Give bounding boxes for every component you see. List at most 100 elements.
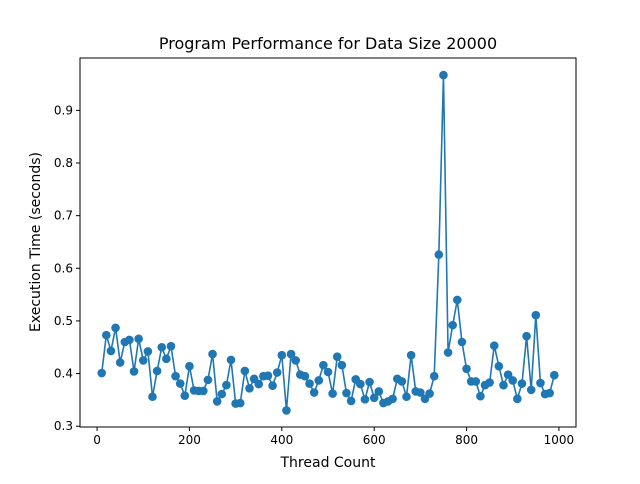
data-point <box>434 250 444 259</box>
data-point <box>203 375 213 385</box>
data-point <box>323 367 333 377</box>
data-point <box>526 385 536 395</box>
data-point <box>106 346 116 356</box>
data-point <box>115 358 125 367</box>
data-point <box>277 350 287 360</box>
data-point <box>508 376 518 385</box>
data-point <box>97 368 107 378</box>
data-point <box>263 371 273 380</box>
data-point <box>476 391 485 401</box>
data-point <box>489 341 499 350</box>
data-point <box>245 384 254 393</box>
data-point <box>199 386 208 396</box>
data-point <box>125 335 134 345</box>
data-point <box>536 378 545 388</box>
data-point <box>226 355 236 365</box>
data-point <box>346 396 356 406</box>
data-point <box>360 395 370 404</box>
data-point <box>129 367 139 376</box>
data-point <box>148 392 157 402</box>
data-point <box>485 378 494 387</box>
data-point <box>374 387 384 396</box>
data-point <box>356 379 365 389</box>
x-axis: 0 200 400 600 800 1000 <box>93 427 574 447</box>
data-point <box>254 379 264 389</box>
data-point <box>309 388 319 397</box>
axes-frame <box>79 57 577 428</box>
data-point <box>545 388 554 398</box>
data-point <box>286 349 296 359</box>
plot-layer <box>97 70 559 415</box>
data-point <box>138 356 148 365</box>
data-point <box>457 337 467 347</box>
data-point <box>305 379 314 388</box>
chart-title: Program Performance for Data Size 20000 <box>159 34 497 53</box>
data-point <box>462 364 471 374</box>
data-point <box>397 377 407 386</box>
data-point <box>272 368 282 377</box>
data-point <box>425 389 434 398</box>
data-point <box>166 341 176 351</box>
data-point <box>499 380 508 390</box>
y-tick-label: 0.5 <box>54 314 73 328</box>
x-tick-label: 1000 <box>544 433 575 447</box>
data-point <box>102 330 111 340</box>
data-point <box>522 331 531 341</box>
data-point <box>314 376 324 385</box>
data-point <box>448 320 457 330</box>
data-point <box>222 380 231 390</box>
data-point <box>443 348 453 357</box>
data-point <box>212 397 222 406</box>
data-point <box>416 388 425 397</box>
data-point <box>171 371 180 381</box>
data-point <box>388 394 397 404</box>
data-point <box>291 356 300 365</box>
x-axis-label: Thread Count <box>280 455 376 471</box>
data-point <box>369 393 379 403</box>
data-point <box>162 354 171 364</box>
data-point <box>235 398 245 408</box>
data-point <box>471 377 481 386</box>
data-point <box>111 323 120 333</box>
x-tick-label: 600 <box>363 433 386 447</box>
data-point <box>217 389 227 399</box>
data-point <box>406 350 416 360</box>
data-point <box>342 388 351 398</box>
data-point <box>268 381 277 390</box>
y-axis-label: Execution Time (seconds) <box>28 152 44 332</box>
data-point <box>402 392 411 402</box>
data-point <box>157 342 167 352</box>
data-point <box>175 379 185 388</box>
data-point <box>134 334 143 344</box>
data-point <box>143 347 153 356</box>
y-tick-label: 0.9 <box>54 103 73 117</box>
data-point <box>517 379 527 388</box>
y-tick-label: 0.8 <box>54 156 73 170</box>
y-tick-label: 0.6 <box>54 261 73 275</box>
data-point <box>337 360 347 370</box>
data-point <box>180 391 190 400</box>
data-point <box>332 352 342 362</box>
data-point <box>365 377 374 387</box>
y-tick-label: 0.4 <box>54 367 73 381</box>
data-point <box>328 389 337 398</box>
x-tick-label: 800 <box>455 433 478 447</box>
y-tick-label: 0.7 <box>54 209 73 223</box>
data-point <box>185 361 194 371</box>
data-point <box>494 361 504 371</box>
data-point <box>240 366 250 376</box>
data-point <box>439 70 448 80</box>
data-point <box>453 295 462 305</box>
x-tick-label: 200 <box>178 433 201 447</box>
data-point <box>531 310 541 320</box>
data-point <box>282 406 291 415</box>
data-point <box>208 349 217 359</box>
x-tick-label: 0 <box>93 433 101 447</box>
x-tick-label: 400 <box>270 433 293 447</box>
data-point <box>429 371 439 381</box>
data-point <box>319 360 328 370</box>
y-tick-label: 0.3 <box>54 419 73 433</box>
data-point <box>513 394 522 404</box>
